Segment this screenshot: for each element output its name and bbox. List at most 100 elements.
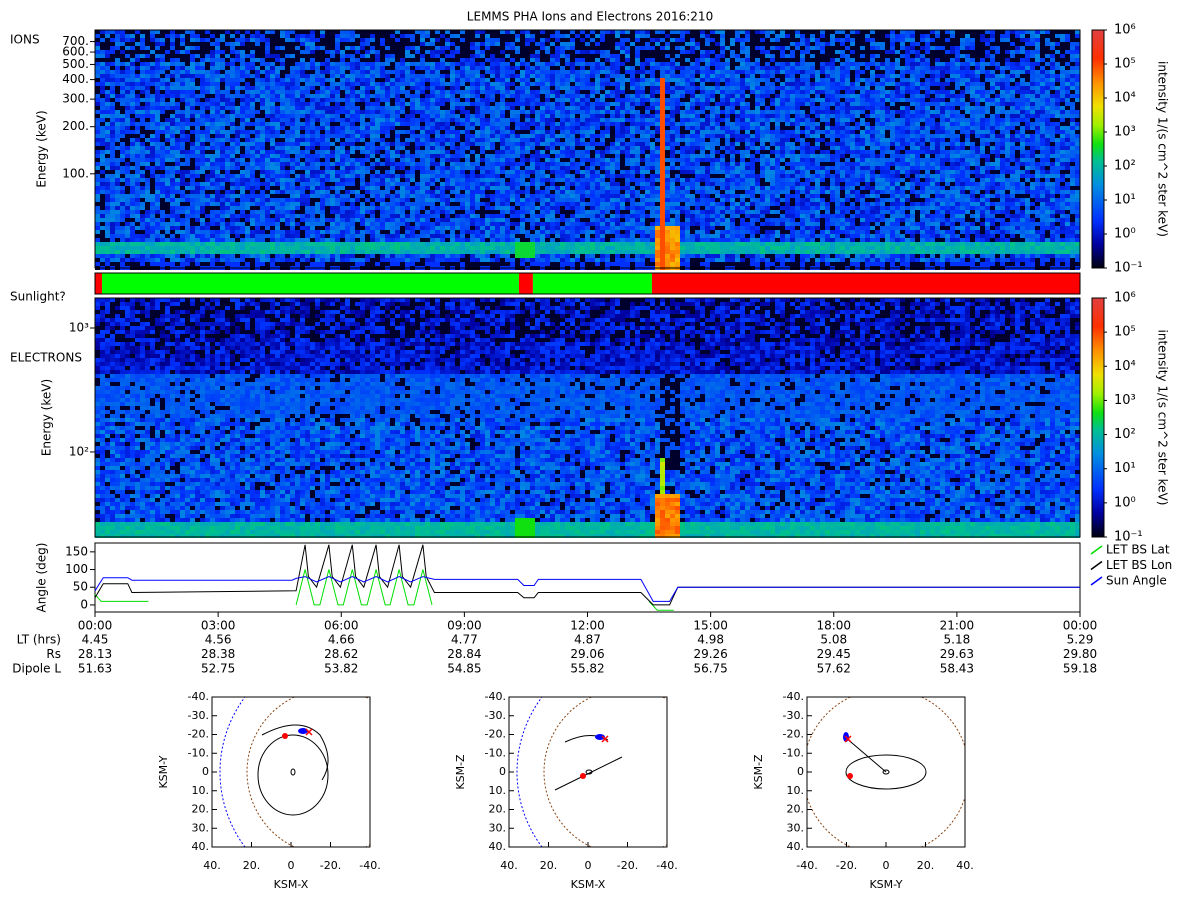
spectrogram-cell [270, 142, 275, 146]
spectrogram-cell [140, 126, 145, 130]
spectrogram-cell [170, 34, 175, 38]
spectrogram-cell [280, 142, 285, 146]
spectrogram-cell [365, 242, 370, 246]
spectrogram-cell [365, 130, 370, 134]
spectrogram-cell [230, 70, 235, 74]
spectrogram-cell [490, 234, 495, 238]
spectrogram-cell [255, 86, 260, 90]
spectrogram-cell [160, 142, 165, 146]
spectrogram-cell [295, 234, 300, 238]
spectrogram-cell [150, 230, 155, 234]
spectrogram-cell [430, 66, 435, 70]
spectrogram-cell [295, 170, 300, 174]
spectrogram-cell [115, 170, 120, 174]
spectrogram-cell [285, 106, 290, 110]
spectrogram-cell [100, 166, 105, 170]
spectrogram-cell [280, 222, 285, 226]
spectrogram-cell [455, 190, 460, 194]
spectrogram-cell [95, 106, 100, 110]
spectrogram-cell [370, 254, 375, 258]
spectrogram-cell [135, 50, 140, 54]
spectrogram-cell [210, 174, 215, 178]
spectrogram-cell [95, 258, 100, 262]
spectrogram-cell [175, 42, 180, 46]
spectrogram-cell [205, 122, 210, 126]
spectrogram-cell [410, 162, 415, 166]
spectrogram-cell [430, 98, 435, 102]
spectrogram-cell [225, 70, 230, 74]
spectrogram-cell [305, 158, 310, 162]
spectrogram-cell [385, 30, 390, 34]
spectrogram-cell [240, 262, 245, 266]
spectrogram-cell [385, 54, 390, 58]
spectrogram-cell [310, 54, 315, 58]
spectrogram-cell [215, 226, 220, 230]
spectrogram-cell [460, 174, 465, 178]
spectrogram-cell [375, 66, 380, 70]
spectrogram-cell [360, 62, 365, 66]
spectrogram-cell [495, 78, 500, 82]
spectrogram-cell [310, 118, 315, 122]
spectrogram-cell [255, 122, 260, 126]
spectrogram-cell [485, 38, 490, 42]
spectrogram-cell [370, 222, 375, 226]
spectrogram-cell [120, 38, 125, 42]
spectrogram-cell [355, 246, 360, 250]
spectrogram-cell [295, 38, 300, 42]
spectrogram-cell [195, 178, 200, 182]
spectrogram-cell [395, 170, 400, 174]
spectrogram-cell [320, 206, 325, 210]
spectrogram-cell [340, 62, 345, 66]
spectrogram-cell [125, 50, 130, 54]
spectrogram-cell [290, 194, 295, 198]
spectrogram-cell [300, 42, 305, 46]
spectrogram-cell [245, 242, 250, 246]
spectrogram-cell [475, 30, 480, 34]
spectrogram-cell [285, 130, 290, 134]
spectrogram-cell [365, 106, 370, 110]
spectrogram-cell [250, 214, 255, 218]
spectrogram-cell [330, 158, 335, 162]
spectrogram-cell [185, 34, 190, 38]
spectrogram-cell [190, 182, 195, 186]
spectrogram-cell [410, 114, 415, 118]
spectrogram-cell [270, 198, 275, 202]
spectrogram-cell [320, 146, 325, 150]
spectrogram-cell [95, 146, 100, 150]
spectrogram-cell [255, 58, 260, 62]
spectrogram-cell [500, 254, 505, 258]
spectrogram-cell [175, 54, 180, 58]
spectrogram-cell [475, 154, 480, 158]
spectrogram-cell [270, 130, 275, 134]
spectrogram-cell [145, 214, 150, 218]
spectrogram-cell [455, 186, 460, 190]
spectrogram-cell [280, 202, 285, 206]
spectrogram-cell [150, 250, 155, 254]
spectrogram-cell [460, 62, 465, 66]
spectrogram-cell [465, 126, 470, 130]
spectrogram-cell [365, 174, 370, 178]
spectrogram-cell [270, 138, 275, 142]
spectrogram-cell [455, 78, 460, 82]
spectrogram-cell [475, 62, 480, 66]
spectrogram-cell [305, 202, 310, 206]
spectrogram-cell [485, 42, 490, 46]
spectrogram-cell [200, 50, 205, 54]
spectrogram-cell [395, 258, 400, 262]
spectrogram-cell [200, 226, 205, 230]
spectrogram-cell [505, 34, 510, 38]
spectrogram-cell [415, 90, 420, 94]
spectrogram-cell [485, 186, 490, 190]
spectrogram-cell [335, 118, 340, 122]
spectrogram-cell [475, 190, 480, 194]
spectrogram-cell [400, 134, 405, 138]
spectrogram-cell [325, 198, 330, 202]
spectrogram-cell [390, 66, 395, 70]
spectrogram-cell [210, 122, 215, 126]
spectrogram-cell [345, 58, 350, 62]
spectrogram-cell [240, 98, 245, 102]
spectrogram-cell [125, 238, 130, 242]
spectrogram-cell [355, 46, 360, 50]
spectrogram-cell [100, 82, 105, 86]
spectrogram-cell [180, 162, 185, 166]
